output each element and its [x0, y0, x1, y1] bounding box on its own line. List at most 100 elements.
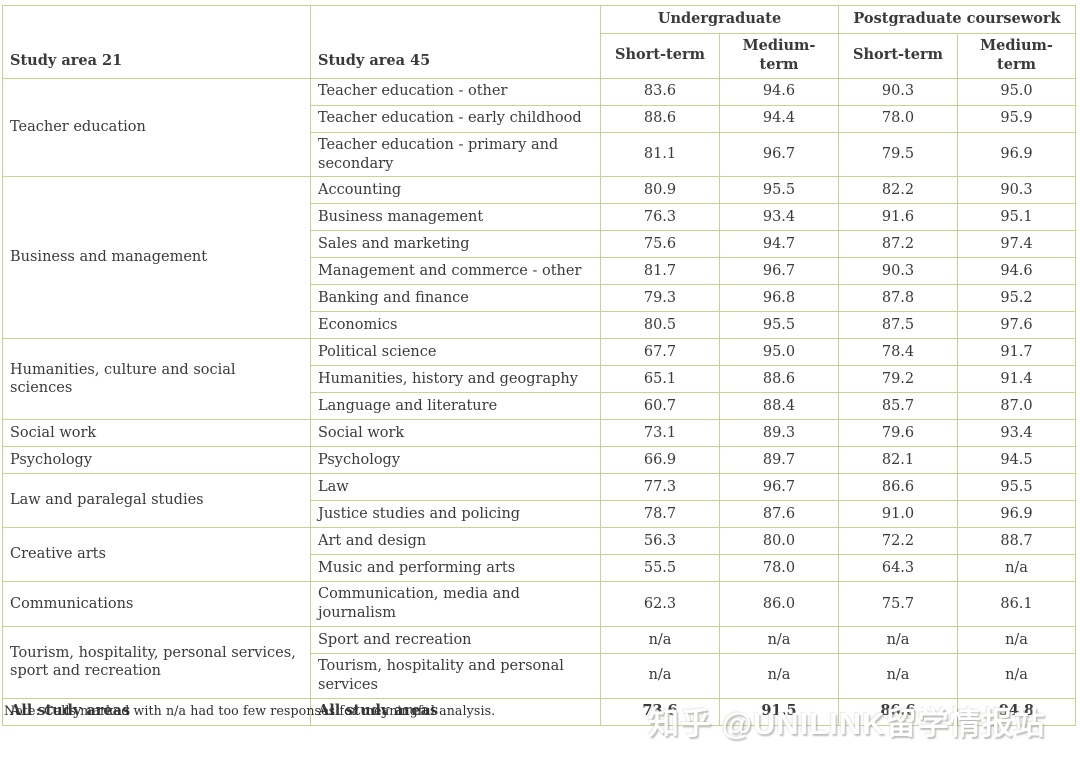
table-row: Justice studies and policing 78.7 87.6 91.0…: [3, 500, 1076, 529]
value-cell-1: 94.7: [719, 230, 839, 259]
value-cell-1: 94.4: [719, 104, 839, 133]
value-cell-2: n/a: [838, 653, 958, 699]
col-header-study-area-21: Study area 21: [2, 5, 311, 79]
study-area-21-cell: Social work: [2, 419, 311, 448]
value-cell-1: 96.8: [719, 284, 839, 313]
value-cell-3: 95.1: [957, 203, 1076, 232]
study-area-45-cell: Sport and recreation: [310, 626, 601, 655]
col-header-ug-medium-term: Medium-term: [719, 33, 839, 79]
value-cell-1: 88.4: [719, 392, 839, 421]
value-cell-1: 89.7: [719, 446, 839, 475]
col-header-pg-medium-term: Medium-term: [957, 33, 1076, 79]
value-cell-3: 97.6: [957, 311, 1076, 340]
value-cell-1: 96.7: [719, 473, 839, 502]
total-row: All study areas All study areas 73.6 91.5 86…: [2, 697, 1076, 726]
value-cell-0: n/a: [600, 626, 720, 655]
value-cell-1: 78.0: [719, 554, 839, 583]
value-cell-0: 76.3: [600, 203, 720, 232]
total-study-area-21-cell: All study areas: [2, 697, 311, 726]
study-area-45-cell: Accounting: [310, 176, 601, 205]
study-area-45-cell: Teacher education - early childhood: [310, 104, 601, 133]
study-area-21-cell: Communications: [2, 581, 311, 628]
table-row: Teacher education - early childhood 88.6 9…: [3, 104, 1076, 133]
study-area-45-cell: Teacher education - other: [310, 77, 601, 106]
col-header-ug-short-term: Short-term: [600, 33, 720, 79]
value-cell-2: 85.7: [838, 392, 958, 421]
table-row: Economics 80.5 95.5 87.5 97.6: [3, 311, 1076, 340]
value-cell-0: 80.5: [600, 311, 720, 340]
table-row: Tourism, hospitality and personal servic…: [3, 653, 1076, 699]
study-area-45-cell: Art and design: [310, 527, 601, 556]
value-cell-3: 93.4: [957, 419, 1076, 448]
value-cell-3: 95.5: [957, 473, 1076, 502]
value-cell-0: 81.7: [600, 257, 720, 286]
value-cell-0: 83.6: [600, 77, 720, 106]
value-cell-3: n/a: [957, 554, 1076, 583]
table-row: Teacher education - primary and secondar…: [3, 131, 1076, 178]
value-cell-3: n/a: [957, 626, 1076, 655]
value-cell-1: 88.6: [719, 365, 839, 394]
study-area-45-cell: Language and literature: [310, 392, 601, 421]
value-cell-1: 93.4: [719, 203, 839, 232]
table-row: Social work Social work 73.1 89.3 79.6 93.4: [2, 419, 1076, 448]
value-cell-0: 77.3: [600, 473, 720, 502]
study-area-45-cell: Humanities, history and geography: [310, 365, 601, 394]
table-row: Business management 76.3 93.4 91.6 95.1: [3, 203, 1076, 232]
value-cell-0: 88.6: [600, 104, 720, 133]
study-area-45-cell: Political science: [310, 338, 601, 367]
col-header-pg-short-term: Short-term: [838, 33, 958, 79]
value-cell-2: 90.3: [838, 257, 958, 286]
study-area-45-cell: Music and performing arts: [310, 554, 601, 583]
value-cell-0: 65.1: [600, 365, 720, 394]
value-cell-2: 91.0: [838, 500, 958, 529]
value-cell-1: 89.3: [719, 419, 839, 448]
study-area-45-cell: Sales and marketing: [310, 230, 601, 259]
value-cell-0: 78.7: [600, 500, 720, 529]
table-row: Communications Communication, media and j…: [2, 581, 1076, 628]
study-area-21-cell: Creative arts: [2, 527, 311, 583]
value-cell-0: 73.1: [600, 419, 720, 448]
col-group-undergraduate: Undergraduate: [600, 5, 839, 34]
value-cell-0: 55.5: [600, 554, 720, 583]
total-study-area-45-cell: All study areas: [310, 697, 601, 726]
value-cell-3: 90.3: [957, 176, 1076, 205]
value-cell-3: 94.5: [957, 446, 1076, 475]
table-row: Tourism, hospitality, personal services,…: [2, 626, 1076, 699]
value-cell-1: 80.0: [719, 527, 839, 556]
value-cell-3: 95.0: [957, 77, 1076, 106]
study-area-21-cell: Psychology: [2, 446, 311, 475]
value-cell-3: 88.7: [957, 527, 1076, 556]
value-cell-0: 67.7: [600, 338, 720, 367]
header-row-groups: Study area 21 Study area 45 Undergraduat…: [2, 5, 1076, 79]
study-area-45-cell: Psychology: [310, 446, 601, 475]
value-cell-0: 60.7: [600, 392, 720, 421]
study-area-45-cell: Law: [310, 473, 601, 502]
total-value-cell-0: 73.6: [600, 697, 720, 726]
value-cell-1: 95.0: [719, 338, 839, 367]
study-area-45-cell: Economics: [310, 311, 601, 340]
value-cell-2: 87.8: [838, 284, 958, 313]
study-area-45-cell: Management and commerce - other: [310, 257, 601, 286]
value-cell-3: 95.2: [957, 284, 1076, 313]
total-value-cell-3: 94.8: [957, 697, 1076, 726]
value-cell-3: 96.9: [957, 131, 1076, 178]
study-area-21-cell: Tourism, hospitality, personal services,…: [2, 626, 311, 699]
header-row-terms: Short-term Medium-term Short-term Medium…: [3, 33, 1076, 79]
study-area-45-cell: Justice studies and policing: [310, 500, 601, 529]
table-row: Psychology Psychology 66.9 89.7 82.1 94.5: [2, 446, 1076, 475]
value-cell-2: 79.6: [838, 419, 958, 448]
value-cell-1: 95.5: [719, 311, 839, 340]
value-cell-0: 80.9: [600, 176, 720, 205]
value-cell-2: 64.3: [838, 554, 958, 583]
total-value-cell-2: 86.6: [838, 697, 958, 726]
value-cell-2: 79.5: [838, 131, 958, 178]
table-row: Banking and finance 79.3 96.8 87.8 95.2: [3, 284, 1076, 313]
table-row: Music and performing arts 55.5 78.0 64.3 n/a: [3, 554, 1076, 583]
value-cell-3: 97.4: [957, 230, 1076, 259]
table-note: Note: Cells marked with n/a had too few …: [4, 703, 496, 718]
table-body: Teacher education Teacher education - oth…: [2, 77, 1076, 726]
table-row: Business and management Accounting 80.9 95.…: [2, 176, 1076, 340]
value-cell-3: 95.9: [957, 104, 1076, 133]
value-cell-3: n/a: [957, 653, 1076, 699]
study-area-21-cell: Business and management: [2, 176, 311, 340]
